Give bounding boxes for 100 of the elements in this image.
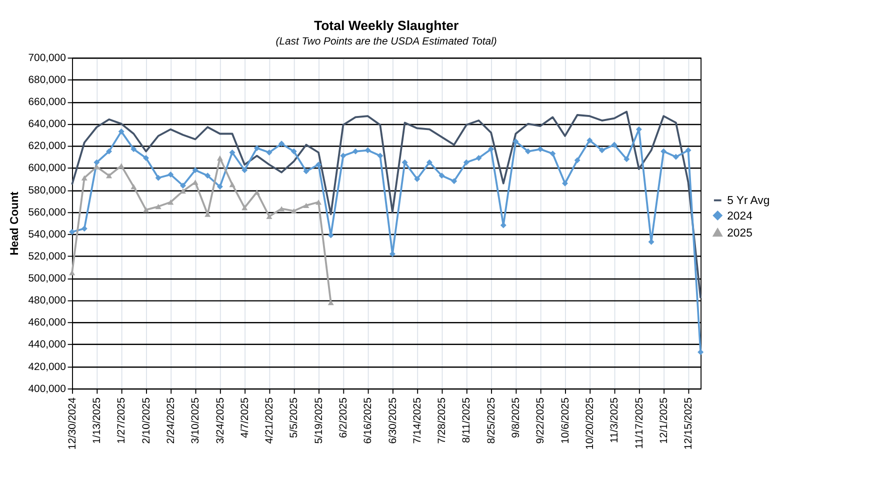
chart-subtitle: (Last Two Points are the USDA Estimated Total)	[276, 36, 497, 48]
x-tick-label: 2/24/2025	[166, 397, 177, 444]
line-series	[71, 110, 702, 300]
point	[340, 152, 346, 159]
legend-label: 2024	[727, 210, 752, 222]
point	[303, 202, 310, 208]
point	[550, 150, 556, 157]
point	[155, 174, 162, 181]
x-tick-label: 2/10/2025	[141, 397, 152, 444]
point	[254, 190, 260, 195]
point	[192, 167, 198, 174]
point	[574, 157, 580, 164]
point	[142, 155, 149, 161]
x-tick-label: 12/15/2025	[684, 397, 695, 450]
y-tick-label: 580,000	[28, 185, 66, 196]
x-tick-label: 5/19/2025	[314, 397, 325, 444]
point	[525, 148, 532, 154]
x-tick-label: 6/30/2025	[388, 397, 399, 444]
x-tick-label: 4/21/2025	[264, 397, 276, 444]
point	[537, 146, 544, 152]
y-tick-label: 420,000	[28, 362, 66, 373]
x-tick-label: 1/13/2025	[92, 397, 104, 444]
point	[266, 149, 272, 156]
point	[463, 159, 470, 166]
point	[352, 148, 358, 154]
x-tick-label: 9/8/2025	[511, 397, 522, 438]
point	[266, 214, 272, 220]
point	[142, 207, 149, 212]
point	[278, 140, 285, 147]
x-tick-label: 4/7/2025	[240, 397, 251, 438]
point	[81, 226, 88, 232]
point	[216, 155, 223, 161]
point	[290, 148, 297, 154]
x-tick-label: 8/25/2025	[486, 397, 498, 444]
point	[204, 172, 211, 179]
y-tick-label: 560,000	[28, 207, 66, 218]
y-axis-title: Head Count	[8, 191, 21, 256]
y-tick-label: 600,000	[28, 163, 66, 174]
point	[229, 182, 236, 188]
y-tick-label: 400,000	[28, 384, 66, 395]
x-tick-label: 12/1/2025	[658, 397, 670, 444]
point	[660, 148, 667, 154]
x-tick-label: 10/20/2025	[584, 397, 596, 450]
point	[290, 208, 297, 214]
y-tick-label: 540,000	[28, 229, 66, 240]
point	[512, 138, 519, 144]
point	[168, 200, 174, 205]
point	[624, 156, 630, 162]
x-tick-label: 3/10/2025	[190, 397, 202, 444]
point	[81, 175, 88, 180]
y-tick-label: 620,000	[28, 141, 66, 152]
point	[229, 149, 236, 156]
x-tick-label: 9/22/2025	[536, 397, 547, 444]
point	[130, 184, 137, 190]
point	[118, 128, 124, 135]
x-tick-label: 6/2/2025	[338, 397, 350, 438]
x-tick-label: 5/5/2025	[289, 397, 300, 438]
x-tick-label: 8/11/2025	[462, 397, 473, 444]
legend-label: 2025	[727, 227, 752, 240]
point	[106, 148, 112, 154]
point	[698, 349, 704, 356]
point	[414, 176, 420, 182]
point	[451, 178, 458, 184]
point	[364, 147, 371, 154]
y-tick-label: 500,000	[28, 274, 66, 285]
y-tick-label: 520,000	[28, 251, 66, 262]
x-tick-label: 11/17/2025	[634, 397, 646, 449]
point	[180, 182, 186, 189]
x-tick-label: 10/6/2025	[560, 397, 572, 444]
x-tick-label: 11/3/2025	[610, 397, 621, 444]
x-tick-label: 7/28/2025	[437, 397, 448, 444]
point	[586, 137, 593, 144]
y-tick-label: 660,000	[28, 97, 66, 108]
point	[562, 180, 568, 186]
legend-label: 5 Yr Avg	[727, 195, 770, 208]
point	[598, 147, 605, 154]
point	[168, 172, 174, 178]
point	[242, 167, 248, 174]
x-tick-label: 3/24/2025	[215, 397, 226, 444]
y-tick-label: 700,000	[28, 52, 66, 64]
point	[426, 159, 432, 166]
point	[316, 200, 322, 205]
y-tick-label: 640,000	[28, 119, 66, 130]
point	[155, 204, 162, 210]
x-tick-label: 12/30/2024	[67, 397, 78, 450]
y-tick-label: 460,000	[28, 318, 66, 329]
point	[106, 173, 112, 178]
y-tick-label: 680,000	[28, 75, 66, 86]
y-tick-label: 440,000	[28, 340, 66, 351]
x-tick-label: 6/16/2025	[363, 397, 374, 444]
point	[438, 172, 445, 179]
point	[278, 206, 285, 212]
chart-title: Total Weekly Slaughter	[314, 18, 459, 34]
point	[254, 145, 260, 152]
point	[216, 184, 223, 190]
point	[130, 146, 137, 152]
y-tick-label: 480,000	[28, 296, 66, 307]
point	[476, 155, 482, 161]
point	[303, 168, 310, 174]
point	[242, 205, 248, 210]
